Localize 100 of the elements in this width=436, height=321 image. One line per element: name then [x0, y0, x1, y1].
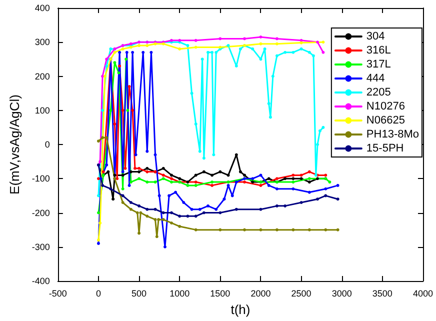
point [226, 44, 230, 48]
point [198, 208, 202, 211]
point [300, 201, 303, 204]
point [292, 187, 295, 190]
point [98, 160, 102, 164]
y-tick-label: -100 [32, 174, 50, 184]
point [324, 194, 328, 198]
x-tick-label: 0 [96, 288, 101, 298]
point [292, 174, 295, 177]
point [234, 153, 238, 156]
point [308, 180, 311, 184]
point [214, 50, 218, 54]
point [116, 177, 119, 180]
point [158, 194, 161, 198]
point [322, 50, 325, 54]
point [162, 174, 165, 177]
point [131, 50, 134, 54]
y-tick-label: -400 [32, 276, 50, 286]
line-series [96, 136, 340, 238]
point [218, 228, 222, 232]
point [300, 177, 303, 180]
point [105, 64, 108, 68]
point [194, 184, 198, 187]
point [162, 177, 165, 180]
point [178, 47, 182, 50]
point [243, 37, 246, 40]
point [275, 204, 278, 208]
point [312, 54, 315, 58]
point [322, 126, 325, 129]
point [170, 211, 173, 214]
point [118, 50, 122, 54]
point [190, 208, 194, 211]
point [96, 211, 100, 214]
point [146, 150, 149, 153]
x-tick-label: 500 [132, 288, 147, 298]
point [138, 170, 141, 174]
point [98, 221, 102, 224]
point [96, 238, 100, 242]
point [198, 150, 202, 153]
point [170, 177, 173, 180]
point [275, 228, 278, 232]
point [259, 184, 262, 187]
legend-label: 304 [366, 30, 385, 42]
point [182, 201, 186, 204]
x-tick-label: 1000 [170, 288, 190, 298]
point [267, 177, 270, 180]
point [300, 174, 303, 177]
point [146, 214, 149, 218]
point [316, 40, 320, 44]
point [178, 214, 182, 218]
point [284, 177, 287, 180]
point [112, 198, 115, 201]
point [292, 50, 295, 54]
point [129, 201, 132, 204]
x-tick-label: 3000 [332, 288, 352, 298]
point [226, 184, 230, 187]
point [292, 180, 295, 184]
point [267, 102, 270, 106]
point [234, 208, 238, 211]
x-tick-label: -500 [48, 288, 67, 298]
point [300, 41, 303, 44]
point [113, 174, 116, 177]
point [210, 174, 214, 177]
legend-label: 316L [366, 44, 391, 56]
point [96, 194, 100, 198]
point [194, 214, 198, 218]
point [113, 61, 116, 64]
point [128, 184, 131, 187]
point [308, 228, 311, 232]
point [146, 170, 149, 174]
point [142, 50, 145, 54]
point [308, 170, 311, 174]
point [316, 177, 320, 180]
point [206, 50, 210, 54]
point [324, 174, 328, 177]
point [131, 108, 134, 112]
point [138, 232, 141, 235]
point [324, 228, 328, 232]
point [101, 108, 104, 112]
point [308, 177, 311, 180]
point [109, 108, 112, 112]
point [328, 180, 332, 184]
point [259, 36, 262, 39]
point [222, 198, 226, 201]
point [194, 228, 198, 232]
point [121, 108, 124, 112]
point [134, 153, 138, 156]
point [336, 228, 340, 232]
point [322, 40, 325, 44]
point [226, 174, 230, 177]
point [121, 201, 124, 204]
point [118, 64, 122, 68]
point [146, 166, 149, 170]
point [259, 228, 262, 232]
point [186, 184, 190, 187]
point [292, 228, 295, 232]
point [259, 174, 262, 177]
point [318, 129, 322, 132]
y-tick-label: -300 [32, 242, 50, 252]
point [105, 136, 108, 140]
